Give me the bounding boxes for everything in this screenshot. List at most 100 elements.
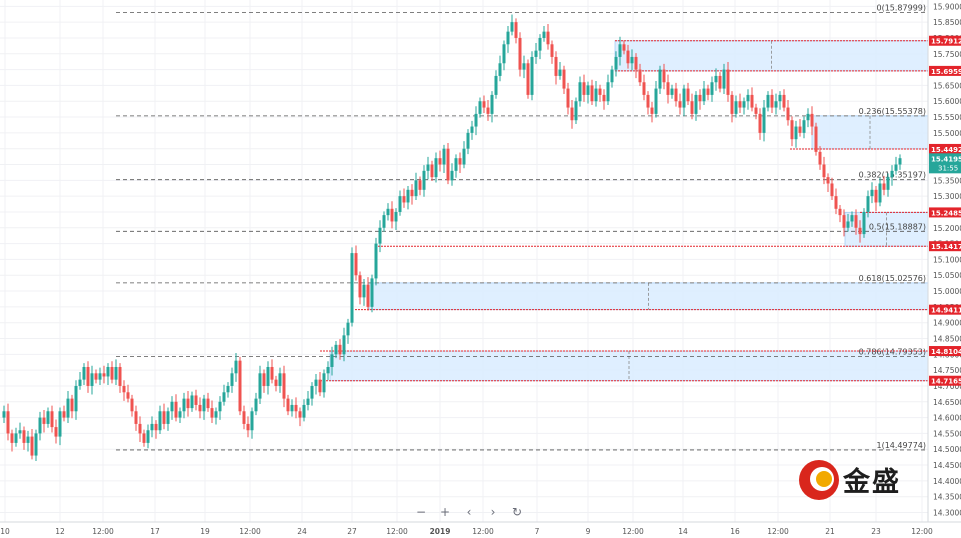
current-price-tag [929,153,961,174]
candle-body [74,385,78,412]
candle-body [294,404,298,412]
candle-body [38,417,42,434]
candle-body [506,31,510,45]
candle-body [798,126,802,133]
candle-body [286,398,290,412]
candle-body [766,94,770,108]
candle-body [858,227,862,235]
candle-body [186,398,190,409]
candle-body [210,408,214,418]
candle-body [338,344,342,355]
candle-body [466,132,470,149]
candle-body [442,148,446,165]
candle-body [530,56,534,95]
candle-body [498,63,502,76]
candle-body [346,322,350,336]
candle-body [502,44,506,64]
scroll-left-button[interactable]: ‹ [466,505,472,519]
candle-body [326,366,330,374]
candle-body [18,430,22,434]
candle-body [450,170,454,181]
time-tick-label: 19 [200,527,210,536]
brand-logo: 金盛 [797,458,907,504]
candle-body [566,88,570,108]
candle-body [154,423,158,431]
candle-body [638,69,642,83]
scroll-right-button[interactable]: › [490,505,496,519]
candle-body [594,88,598,102]
candle-body [410,189,414,197]
candle-body [866,196,870,212]
candle-body [330,354,334,367]
time-tick-label: 10 [0,527,10,536]
price-tick-label: 14.55000 [933,429,961,438]
zoom-out-button[interactable]: − [415,505,427,519]
candle-body [402,196,406,203]
candle-body [690,101,694,114]
price-level-tag [929,241,961,252]
candle-body [106,366,110,377]
candle-body [354,253,358,276]
price-level-tag-text: 15.14179 [931,243,961,251]
price-tick-label: 15.75000 [933,50,961,59]
candle-body [730,94,734,114]
candle-body [114,366,118,380]
zoom-in-button[interactable]: + [439,505,451,519]
candle-body [714,75,718,83]
candle-body [742,101,746,108]
candle-body [790,120,794,140]
time-tick-label: 21 [825,527,835,536]
candle-body [738,101,742,108]
candle-body [682,88,686,108]
candle-body [322,373,326,393]
candle-body [390,208,394,222]
candle-body [242,411,246,424]
candle-body [214,411,218,418]
reset-chart-button[interactable]: ↻ [511,505,523,519]
candle-body [122,385,126,393]
price-tick-label: 14.70000 [933,382,961,391]
candle-body [226,385,230,393]
candle-body [710,82,714,95]
candle-body [846,221,850,228]
candle-body [62,411,66,418]
candle-body [426,164,430,171]
candle-body [754,107,758,114]
candle-body [66,398,70,418]
candle-body [654,88,658,114]
candle-body [606,82,610,102]
candle-body [802,120,806,133]
fib-level-label: 0.5(15.18887) [869,222,926,231]
candle-body [250,411,254,431]
candle-body [446,148,450,181]
candle-body [178,411,182,418]
candle-body [494,75,498,95]
time-tick-label: 27 [347,527,357,536]
candle-body [642,82,646,95]
candle-body [534,50,538,57]
candle-body [658,69,662,89]
price-level-tag-text: 15.79122 [931,38,961,46]
price-tick-label: 14.90000 [933,319,961,328]
candle-body [630,56,634,64]
price-axis[interactable] [928,0,961,538]
candle-body [14,433,18,443]
candle-body [170,401,174,412]
price-tick-label: 15.90000 [933,2,961,11]
time-tick-label: 12:00 [622,527,644,536]
price-tick-label: 14.85000 [933,335,961,344]
candle-body [634,56,638,70]
candle-body [838,208,842,216]
candle-countdown-text: 31:55 [938,164,958,172]
price-tick-label: 14.50000 [933,445,961,454]
candle-body [314,379,318,386]
candle-body [378,227,382,244]
candle-body [706,88,710,95]
candle-body [258,373,262,399]
candle-body [418,180,422,190]
candle-body [382,215,386,228]
price-tick-label: 14.40000 [933,477,961,486]
candle-body [810,113,814,127]
candle-body [578,82,582,102]
